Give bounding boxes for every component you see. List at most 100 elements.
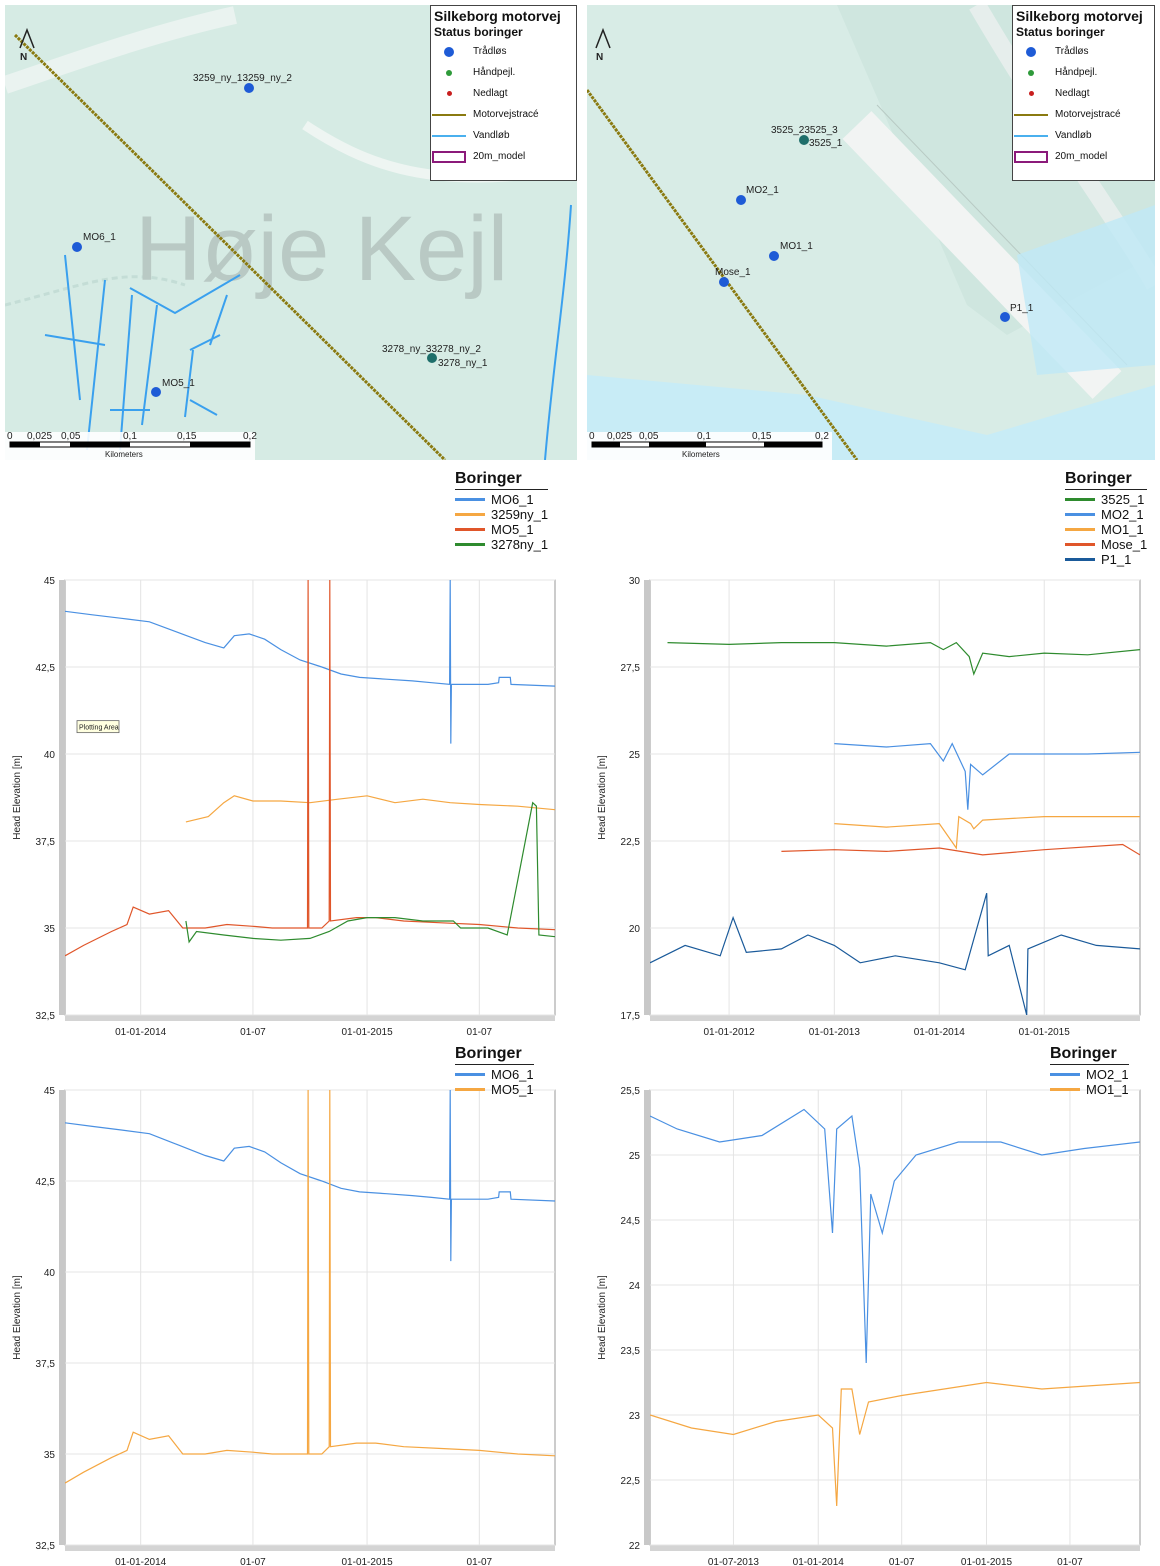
chart-legend-item: MO2_1 xyxy=(1065,507,1147,522)
chart-top-left[interactable]: 32,5 35 37,5 40 42,5 45 01-01-2014 01-07 01-01-2… xyxy=(0,0,580,1566)
chart-legend-label: 3259ny_1 xyxy=(491,507,549,522)
map-left-points xyxy=(72,83,437,397)
y-tick-label: 30 xyxy=(629,576,641,587)
x-tick-label: 01-07 xyxy=(467,1557,493,1566)
chart-legend-item: MO6_1 xyxy=(455,492,548,507)
legend-swatch xyxy=(1065,513,1095,516)
scale-label: 0,2 xyxy=(243,431,257,442)
map-point-label: 3278_ny_1 xyxy=(438,358,488,369)
legend-swatch xyxy=(455,543,485,546)
y-tick-label: 42,5 xyxy=(36,663,56,674)
legend-item-label: Motorvejstracé xyxy=(473,109,539,120)
y-tick-label: 25,5 xyxy=(621,1086,641,1097)
scale-label: 0 xyxy=(7,431,13,442)
north-label: N xyxy=(596,52,603,63)
scale-label: 0 xyxy=(589,431,595,442)
vertical-scrollbar[interactable] xyxy=(59,580,65,1015)
legend-item-label: Nedlagt xyxy=(473,88,508,99)
legend-subtitle: Status boringer xyxy=(1016,25,1105,39)
chart-legend-label: MO5_1 xyxy=(491,522,534,537)
y-tick-label: 24 xyxy=(629,1281,641,1292)
vertical-scrollbar[interactable] xyxy=(59,1090,65,1545)
chart-bottom-left[interactable]: 32,5 35 37,5 40 42,5 45 01-01-2014 01-07 01-01-2… xyxy=(0,0,580,1566)
x-tick-label: 01-07 xyxy=(240,1557,266,1566)
chart-legend-item: MO5_1 xyxy=(455,1082,534,1097)
x-tick-label: 01-07-2013 xyxy=(708,1557,760,1566)
map-left[interactable]: Høje Kejl 3259_ny_13259_ny_2 MO6_1 MO5_1… xyxy=(5,5,577,460)
y-tick-label: 42,5 xyxy=(36,1177,56,1188)
tooltip-label: Plotting Area xyxy=(79,725,119,732)
y-tick-label: 23,5 xyxy=(621,1346,641,1357)
chart-legend-label: Mose_1 xyxy=(1101,537,1148,552)
map-point-label: MO2_1 xyxy=(746,185,779,196)
vertical-scrollbar[interactable] xyxy=(644,1090,650,1545)
legend-item: Vandløb xyxy=(431,125,576,146)
y-tick-label: 35 xyxy=(44,1450,56,1461)
series-line-MO2_1 xyxy=(650,1108,1140,1364)
legend-swatch xyxy=(1050,1073,1080,1076)
plot-area xyxy=(649,1089,1141,1546)
legend-symbol-icon xyxy=(1013,46,1049,57)
map-right-points xyxy=(719,135,1010,322)
legend-item: 20m_model xyxy=(1013,146,1154,167)
legend-item-label: Vandløb xyxy=(473,130,510,141)
series-line-MO5_1 xyxy=(65,1090,555,1484)
y-tick-label: 35 xyxy=(44,924,56,935)
legend-swatch xyxy=(1065,498,1095,501)
legend-symbol-icon xyxy=(1013,113,1049,116)
legend-title: Silkeborg motorvej xyxy=(1016,8,1143,24)
scale-label: 0,025 xyxy=(607,431,632,442)
legend-item: Motorvejstracé xyxy=(431,104,576,125)
chart-legend-item: MO1_1 xyxy=(1065,522,1147,537)
y-tick-label: 32,5 xyxy=(36,1011,56,1022)
chart-legend-label: MO2_1 xyxy=(1101,507,1144,522)
map-right-legend: Silkeborg motorvej Status boringer Trådl… xyxy=(1012,5,1155,181)
y-tick-label: 45 xyxy=(44,576,56,587)
x-tick-label: 01-01-2014 xyxy=(793,1557,845,1566)
scale-bar xyxy=(591,441,823,448)
legend-item-label: Trådløs xyxy=(1055,46,1089,57)
chart-legend: Boringer MO6_1 3259ny_1 MO5_1 3278ny_1 xyxy=(455,470,549,552)
legend-swatch xyxy=(1065,528,1095,531)
y-tick-label: 17,5 xyxy=(621,1011,641,1022)
y-tick-label: 45 xyxy=(44,1086,56,1097)
series-line-P1_1 xyxy=(650,893,1140,1015)
horizontal-scrollbar[interactable] xyxy=(65,1545,555,1551)
legend-swatch xyxy=(1065,543,1095,546)
series-line-3259ny_1 xyxy=(185,795,555,823)
legend-item: Nedlagt xyxy=(1013,83,1154,104)
y-tick-label: 37,5 xyxy=(36,837,56,848)
scale-label: 0,05 xyxy=(61,431,81,442)
north-arrow-icon xyxy=(595,27,611,49)
legend-item: Håndpejl. xyxy=(431,62,576,83)
vertical-scrollbar[interactable] xyxy=(644,580,650,1015)
legend-swatch xyxy=(455,513,485,516)
y-tick-label: 24,5 xyxy=(621,1216,641,1227)
legend-item-label: Nedlagt xyxy=(1055,88,1090,99)
legend-symbol-icon xyxy=(1013,91,1049,96)
legend-items: Trådløs Håndpejl. Nedlagt Motorvejstracé Van… xyxy=(1013,41,1154,167)
horizontal-scrollbar[interactable] xyxy=(650,1015,1140,1021)
legend-symbol-icon xyxy=(431,150,467,163)
chart-legend-label: MO6_1 xyxy=(491,492,534,507)
map-right[interactable]: 3525_23525_3 3525_1 MO2_1 MO1_1 Mose_1 P… xyxy=(587,5,1155,460)
legend-item: Håndpejl. xyxy=(1013,62,1154,83)
chart-legend-title: Boringer xyxy=(455,470,549,490)
horizontal-scrollbar[interactable] xyxy=(650,1545,1140,1551)
chart-legend-title: Boringer xyxy=(1050,1045,1129,1065)
legend-title: Silkeborg motorvej xyxy=(434,8,561,24)
y-tick-label: 22,5 xyxy=(621,1476,641,1487)
series-line-3525_1 xyxy=(667,641,1140,676)
chart-legend-label: P1_1 xyxy=(1101,552,1132,567)
chart-legend-item: Mose_1 xyxy=(1065,537,1147,552)
legend-item-label: 20m_model xyxy=(473,151,526,162)
scale-unit-label: Kilometers xyxy=(682,450,720,459)
legend-symbol-icon xyxy=(1013,69,1049,76)
x-tick-label: 01-01-2012 xyxy=(704,1027,756,1038)
horizontal-scrollbar[interactable] xyxy=(65,1015,555,1021)
